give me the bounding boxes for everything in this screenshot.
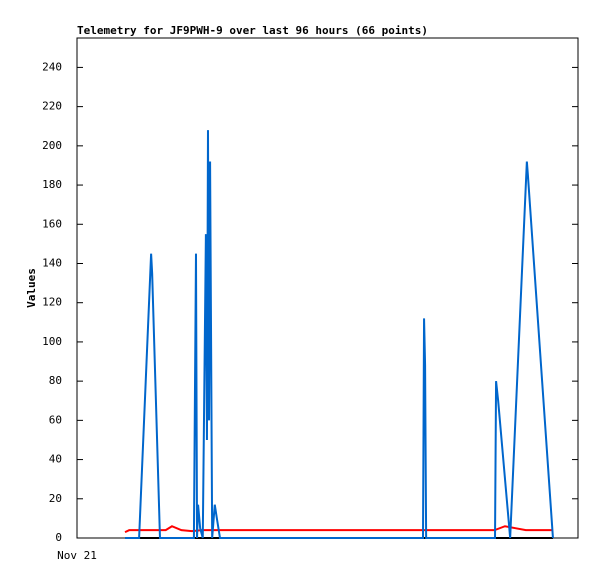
chart-title: Telemetry for JF9PWH-9 over last 96 hour… — [77, 24, 428, 37]
series-line — [124, 525, 553, 534]
y-tick-label: 240 — [42, 60, 62, 73]
series-line — [125, 130, 554, 539]
y-tick-label: 80 — [49, 374, 62, 387]
y-tick-label: 0 — [55, 531, 62, 544]
y-tick-label: 20 — [49, 492, 62, 505]
y-tick-label: 40 — [49, 453, 62, 466]
y-tick-label: 140 — [42, 256, 62, 269]
y-tick-label: 180 — [42, 178, 62, 191]
x-tick-label: Nov 21 — [57, 549, 97, 562]
y-tick-label: 60 — [49, 413, 62, 426]
y-axis-label: Values — [25, 268, 38, 308]
y-tick-label: 120 — [42, 296, 62, 309]
y-tick-label: 220 — [42, 100, 62, 113]
y-tick-label: 160 — [42, 217, 62, 230]
y-tick-label: 200 — [42, 139, 62, 152]
y-tick-label: 100 — [42, 335, 62, 348]
